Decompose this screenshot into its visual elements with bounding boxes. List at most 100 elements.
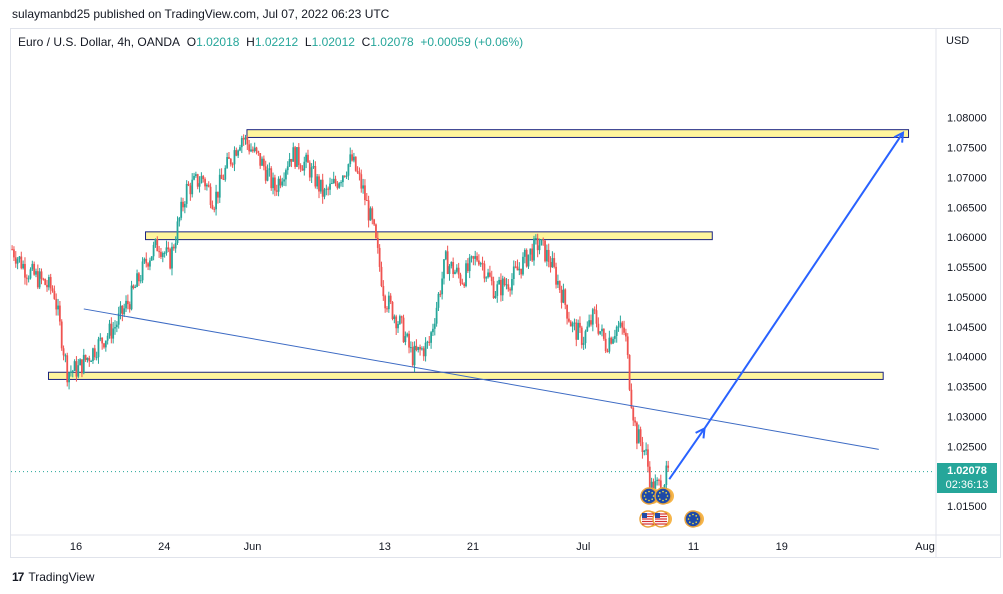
candle-body	[239, 147, 241, 151]
candle-body	[466, 263, 469, 272]
candle-body	[84, 354, 87, 360]
candle-body	[237, 150, 240, 156]
candle-body	[424, 342, 427, 357]
candle-body	[294, 147, 297, 167]
candle-body	[215, 191, 217, 210]
candle-body	[136, 273, 138, 287]
candle-body	[345, 175, 348, 177]
candle-body	[376, 237, 379, 248]
candle-body	[472, 256, 475, 259]
brand[interactable]: 17 TradingView	[12, 570, 94, 584]
candle-body	[549, 261, 552, 268]
candle-body	[299, 165, 302, 169]
sr-zone	[47, 371, 884, 380]
candle-body	[514, 266, 517, 268]
candle-body	[104, 340, 107, 348]
candle-body	[178, 217, 181, 222]
candle-body	[595, 310, 598, 324]
candle-body	[64, 355, 67, 357]
candle-body	[364, 185, 366, 201]
candle-body	[398, 316, 401, 324]
candle-body	[455, 267, 458, 272]
x-tick-label: 11	[688, 541, 699, 553]
candle-body	[566, 304, 568, 319]
candle-body	[650, 481, 653, 488]
last-price-value: 1.02078	[947, 465, 987, 477]
candle-body	[285, 170, 287, 180]
events-layer	[639, 487, 704, 528]
us-flag-event-icon	[652, 510, 672, 528]
candle-body	[593, 309, 596, 311]
candle-body	[321, 179, 324, 197]
candle-body	[196, 174, 199, 187]
symbol-name[interactable]: Euro / U.S. Dollar, 4h, OANDA	[18, 35, 181, 49]
time-axis[interactable]: 16 24 Jun 13 21 Jul 11 19 Aug	[10, 534, 1001, 553]
candle-body	[312, 166, 315, 168]
candle-body	[386, 308, 388, 310]
candle-body	[163, 252, 166, 254]
candle-body	[240, 138, 243, 148]
candle-body	[128, 304, 131, 310]
candle-body	[476, 256, 478, 261]
candle-body	[110, 323, 113, 339]
candle-body	[101, 337, 104, 344]
candle-body	[353, 156, 355, 161]
candle-body	[174, 242, 177, 249]
candle-body	[264, 166, 267, 181]
candle-body	[220, 174, 223, 179]
candle-body	[305, 154, 308, 162]
candle-body	[224, 167, 227, 180]
candle-body	[77, 365, 80, 377]
candle-body	[558, 281, 561, 290]
candle-body	[569, 321, 572, 327]
candle-body	[623, 327, 625, 333]
candle-body	[624, 332, 627, 337]
candle-body	[422, 348, 425, 357]
candle-body	[544, 240, 546, 262]
candle-body	[604, 338, 607, 352]
candle-body	[621, 322, 624, 328]
candle-body	[656, 479, 659, 481]
candle-body	[44, 279, 47, 285]
candle-body	[448, 266, 451, 274]
candle-body	[419, 347, 421, 350]
candle-body	[529, 248, 532, 255]
candle-body	[244, 137, 247, 140]
candle-body	[452, 261, 455, 275]
chart-frame[interactable]	[10, 28, 1001, 558]
candle-body	[450, 261, 453, 267]
candle-body	[86, 357, 89, 360]
brand-name: TradingView	[28, 570, 95, 584]
candle-body	[22, 263, 25, 269]
price-axis[interactable]: 1.08000 1.07500 1.07000 1.06500 1.06000 1.055…	[935, 28, 987, 558]
candle-body	[610, 337, 613, 344]
candle-body	[479, 263, 482, 265]
candle-body	[542, 239, 545, 241]
candle-body	[351, 154, 353, 161]
candle-body	[79, 359, 81, 366]
open-value: 1.02018	[196, 35, 240, 49]
eu-flag-event-icon	[684, 510, 704, 528]
candle-body	[522, 256, 524, 275]
candle-body	[134, 286, 137, 288]
candle-body	[496, 284, 499, 296]
candle-body	[375, 224, 377, 238]
candle-body	[636, 422, 638, 444]
trendline	[83, 308, 879, 450]
candle-body	[97, 339, 100, 358]
candle-body	[183, 203, 186, 208]
currency-label[interactable]: USD	[946, 35, 970, 47]
x-tick-label: Aug	[915, 541, 935, 553]
candle-body	[165, 247, 168, 253]
candle-body	[602, 328, 605, 339]
candle-body	[16, 259, 19, 264]
candle-body	[527, 254, 530, 267]
candle-body	[534, 238, 537, 240]
open-label: O	[186, 35, 197, 49]
candle-body	[389, 295, 392, 302]
candle-body	[634, 420, 636, 423]
candle-body	[498, 279, 500, 285]
candle-body	[226, 157, 229, 168]
candle-body	[60, 321, 63, 349]
